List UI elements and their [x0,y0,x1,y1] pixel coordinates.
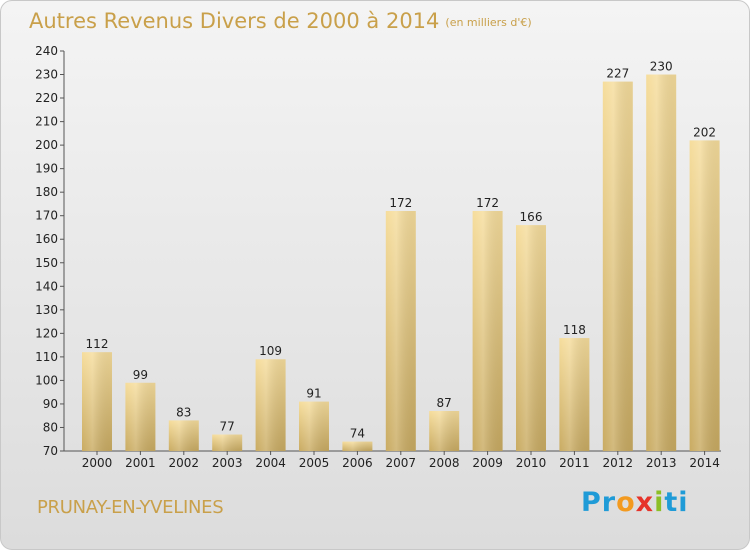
bar-sheen [82,352,112,451]
logo-part: ti [664,487,689,518]
bar-sheen [342,441,373,451]
chart-title: Autres Revenus Divers de 2000 à 2014 (en … [29,9,532,33]
value-label-2006: 74 [350,427,365,441]
chart-title-text: Autres Revenus Divers de 2000 à 2014 [29,9,440,33]
value-label-2004: 109 [259,344,282,358]
bar-sheen [646,74,677,451]
proxiti-logo: Proxiti [581,487,689,518]
value-label-2005: 91 [306,387,321,401]
bar-sheen [472,211,503,451]
bar-sheen [299,401,329,451]
x-tick-label: 2003 [212,456,243,470]
logo-part: x [635,487,655,518]
bar-sheen [516,225,546,451]
bar-sheen [689,140,720,452]
value-label-2000: 112 [86,337,109,351]
axis-layer: 7080901001101201301401501601701801902002… [35,44,721,470]
value-label-2012: 227 [606,67,629,81]
x-tick-label: 2011 [559,456,590,470]
y-tick-label: 120 [35,326,58,340]
x-tick-label: 2009 [472,456,503,470]
y-tick-label: 100 [35,373,58,387]
bar-sheen [168,420,199,451]
y-tick-label: 90 [43,397,58,411]
value-label-2013: 230 [650,60,673,74]
x-tick-label: 2012 [603,456,634,470]
bar-sheen [602,81,633,452]
bar-sheen [429,411,460,451]
bar-sheen [255,359,286,451]
value-label-2009: 172 [476,196,499,210]
x-tick-label: 2004 [255,456,286,470]
value-label-2011: 118 [563,323,586,337]
bar-sheen [385,211,416,451]
value-label-2008: 87 [437,396,452,410]
y-tick-label: 130 [35,303,58,317]
x-tick-label: 2013 [646,456,677,470]
logo-part: o [616,487,636,518]
y-tick-label: 210 [35,115,58,129]
x-tick-label: 2001 [125,456,156,470]
y-tick-label: 180 [35,185,58,199]
x-tick-label: 2002 [169,456,200,470]
y-tick-label: 110 [35,350,58,364]
bar-sheen [212,434,243,451]
y-tick-label: 220 [35,91,58,105]
y-tick-label: 80 [43,420,58,434]
bars-layer: 112 99 83 77 109 91 74 172 87 172 166 118 227 230 202 [82,60,720,452]
y-tick-label: 70 [43,444,58,458]
y-tick-label: 160 [35,232,58,246]
bar-sheen [125,382,156,451]
value-label-2002: 83 [176,405,191,419]
logo-part: i [654,487,665,518]
x-tick-label: 2005 [299,456,330,470]
y-tick-label: 230 [35,68,58,82]
place-name: PRUNAY-EN-YVELINES [37,497,224,518]
logo-part: Pr [581,487,617,518]
value-label-2003: 77 [220,420,235,434]
x-tick-label: 2010 [516,456,547,470]
x-tick-label: 2000 [82,456,113,470]
y-tick-label: 170 [35,209,58,223]
bar-sheen [559,338,590,451]
value-label-2014: 202 [693,125,716,139]
y-tick-label: 140 [35,279,58,293]
value-label-2010: 166 [520,210,543,224]
y-tick-label: 200 [35,138,58,152]
y-tick-label: 150 [35,256,58,270]
value-label-2001: 99 [133,368,148,382]
x-tick-label: 2006 [342,456,373,470]
y-tick-label: 190 [35,162,58,176]
y-tick-label: 240 [35,44,58,58]
x-tick-label: 2007 [386,456,417,470]
chart-unit: (en milliers d'€) [445,15,532,29]
x-tick-label: 2008 [429,456,460,470]
value-label-2007: 172 [389,196,412,210]
x-tick-label: 2014 [689,456,720,470]
